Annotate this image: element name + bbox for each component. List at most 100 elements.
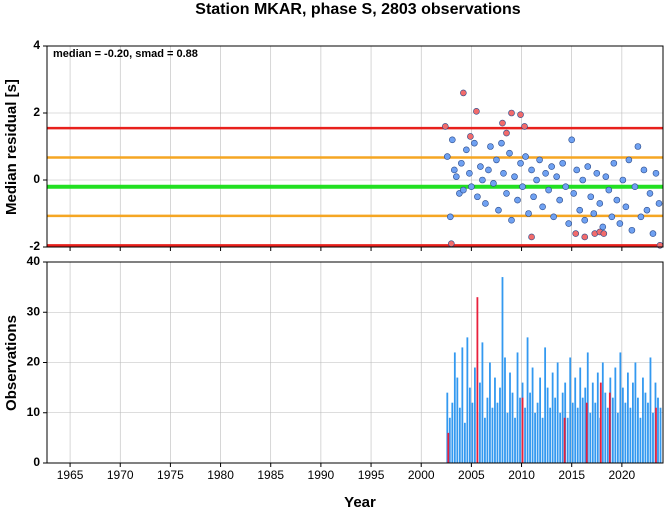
bar (569, 357, 572, 463)
bar (657, 397, 659, 463)
data-point (562, 183, 569, 190)
data-point (608, 213, 616, 221)
data-point (605, 186, 613, 194)
data-point (536, 156, 543, 164)
bar (534, 412, 536, 463)
bar (484, 417, 486, 463)
data-point (542, 170, 549, 177)
data-point (458, 159, 465, 167)
bar (521, 397, 524, 463)
x-tick-label: 1970 (107, 468, 134, 482)
bar (541, 417, 544, 463)
x-axis-label: Year (344, 494, 376, 511)
bar (456, 377, 459, 463)
bar (566, 417, 569, 463)
bar (509, 372, 511, 463)
bar (544, 347, 547, 463)
bar (473, 367, 476, 463)
bar (604, 392, 607, 463)
bar (489, 362, 491, 463)
bar (504, 357, 506, 463)
x-tick-label: 1985 (257, 468, 284, 482)
bar (659, 407, 662, 463)
data-point (568, 136, 576, 144)
data-point (559, 159, 566, 167)
data-point (579, 176, 587, 184)
bar (619, 352, 622, 463)
data-point (556, 196, 563, 204)
bar (585, 402, 588, 463)
bar (581, 397, 584, 463)
bar (494, 377, 496, 463)
bar (526, 337, 529, 463)
plot-area (47, 46, 663, 247)
bar (536, 402, 539, 463)
data-point (521, 123, 528, 130)
data-point (500, 170, 507, 177)
data-point (593, 170, 601, 177)
bar (599, 382, 602, 463)
plot-frame (46, 261, 664, 464)
bar (481, 342, 484, 463)
bar (576, 407, 579, 463)
data-point (590, 210, 598, 217)
data-point (584, 163, 592, 170)
bar (634, 362, 637, 463)
annotation: median = -0.20, smad = 0.88 (53, 48, 198, 60)
data-point (600, 230, 608, 237)
bar (476, 297, 479, 463)
bar (458, 407, 461, 463)
data-point (533, 176, 540, 184)
bar (601, 362, 604, 463)
x-tick-label: 2005 (458, 468, 485, 482)
data-point (499, 119, 506, 127)
bar (453, 352, 456, 463)
bar (516, 352, 519, 463)
y-tick-label: 20 (27, 355, 41, 369)
data-point (596, 200, 604, 207)
data-point (646, 190, 654, 197)
data-point (503, 190, 510, 197)
bar (511, 392, 514, 463)
x-tick-label: 2015 (558, 468, 585, 482)
bar (551, 372, 554, 463)
data-point (610, 159, 618, 167)
data-point (493, 156, 500, 164)
x-tick-label: 2000 (408, 468, 435, 482)
bar (471, 402, 474, 463)
data-point (487, 143, 494, 150)
data-point (460, 186, 467, 194)
data-point (517, 159, 524, 167)
data-point (550, 213, 557, 221)
bar (524, 407, 526, 463)
data-point (576, 206, 584, 214)
bar (652, 412, 654, 463)
data-point (628, 226, 636, 234)
bar (637, 397, 639, 463)
bar (591, 382, 594, 463)
bar (574, 377, 577, 463)
bar (632, 382, 634, 463)
data-point (447, 213, 454, 221)
bar (629, 407, 632, 463)
bar (451, 402, 454, 463)
bar (563, 417, 566, 463)
y-axis-label: Median residual [s] (3, 79, 20, 215)
bar (549, 407, 552, 463)
x-tick-label: 2020 (609, 468, 636, 482)
data-point (548, 163, 555, 170)
bar (586, 352, 589, 463)
data-point (471, 139, 478, 147)
data-point (581, 216, 589, 224)
data-point (587, 193, 595, 201)
bar (571, 402, 574, 463)
bar (649, 357, 652, 463)
bar (531, 367, 534, 463)
data-point (448, 240, 455, 247)
data-point (463, 146, 470, 154)
data-point (599, 223, 607, 231)
data-point (460, 89, 467, 97)
data-point (519, 183, 526, 190)
bar (499, 387, 501, 463)
data-point (517, 111, 524, 118)
